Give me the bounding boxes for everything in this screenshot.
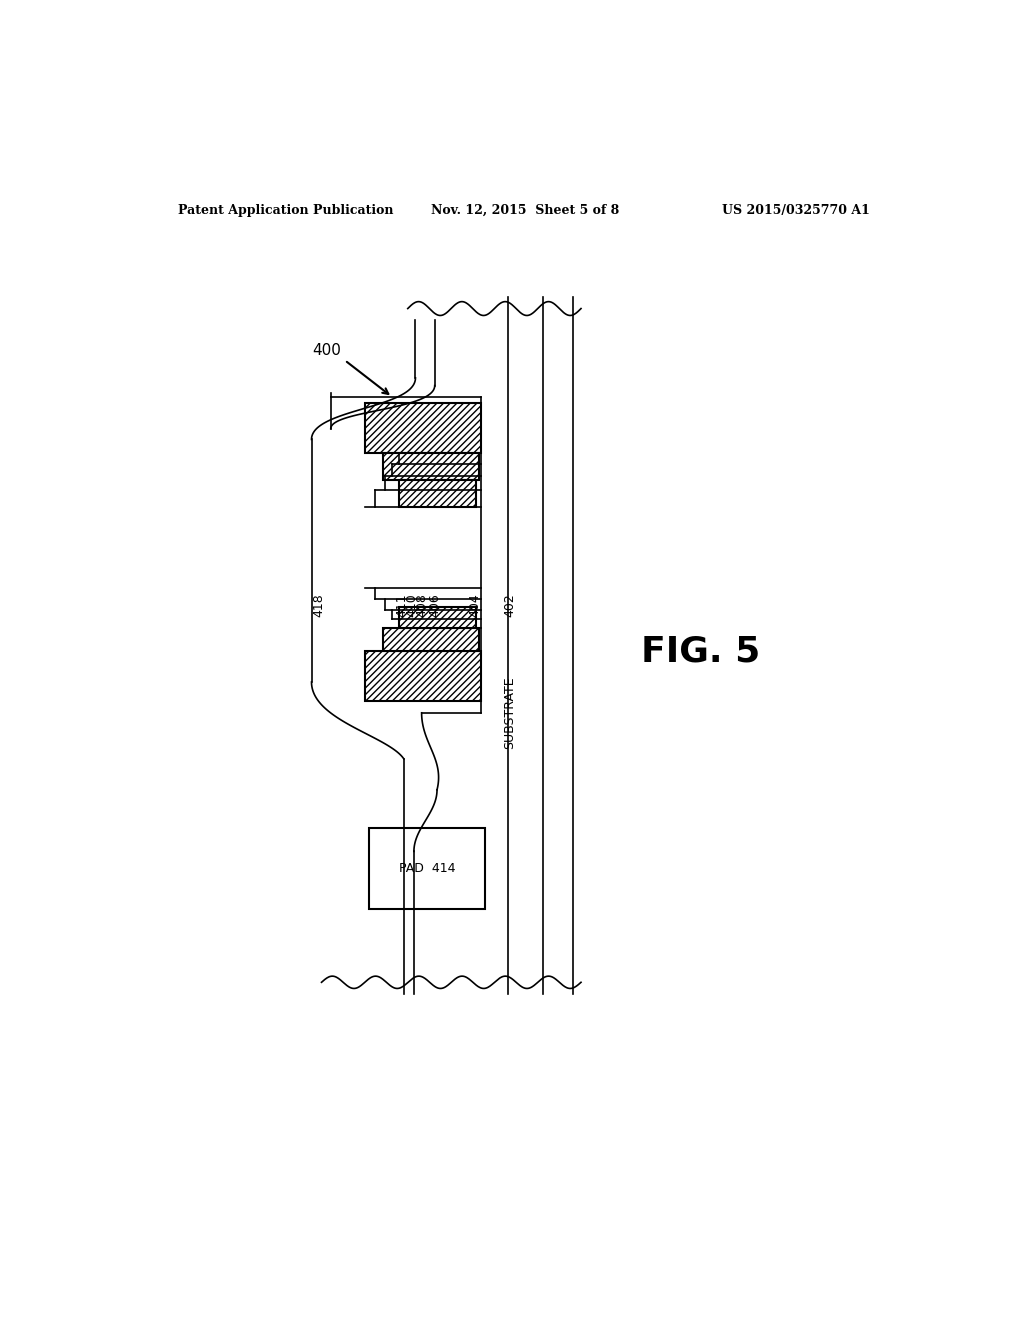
- Text: PAD  414: PAD 414: [398, 862, 456, 875]
- Text: 400: 400: [312, 343, 341, 359]
- Text: 404: 404: [468, 593, 481, 616]
- Bar: [370, 829, 484, 909]
- Text: SUBSTRATE: SUBSTRATE: [503, 676, 516, 750]
- Text: 418: 418: [312, 593, 326, 616]
- Text: FIG. 5: FIG. 5: [641, 634, 760, 668]
- Text: US 2015/0325770 A1: US 2015/0325770 A1: [722, 205, 869, 218]
- Text: Patent Application Publication: Patent Application Publication: [178, 205, 394, 218]
- Text: 406: 406: [428, 593, 441, 616]
- Text: 408: 408: [415, 593, 428, 616]
- Bar: [398, 607, 475, 628]
- Bar: [398, 480, 475, 507]
- Bar: [366, 651, 481, 701]
- Bar: [383, 453, 479, 480]
- Bar: [366, 404, 481, 453]
- Text: 410: 410: [406, 593, 418, 616]
- Text: 411: 411: [396, 593, 409, 616]
- Bar: [383, 628, 479, 651]
- Text: Nov. 12, 2015  Sheet 5 of 8: Nov. 12, 2015 Sheet 5 of 8: [431, 205, 618, 218]
- Text: 402: 402: [503, 593, 516, 616]
